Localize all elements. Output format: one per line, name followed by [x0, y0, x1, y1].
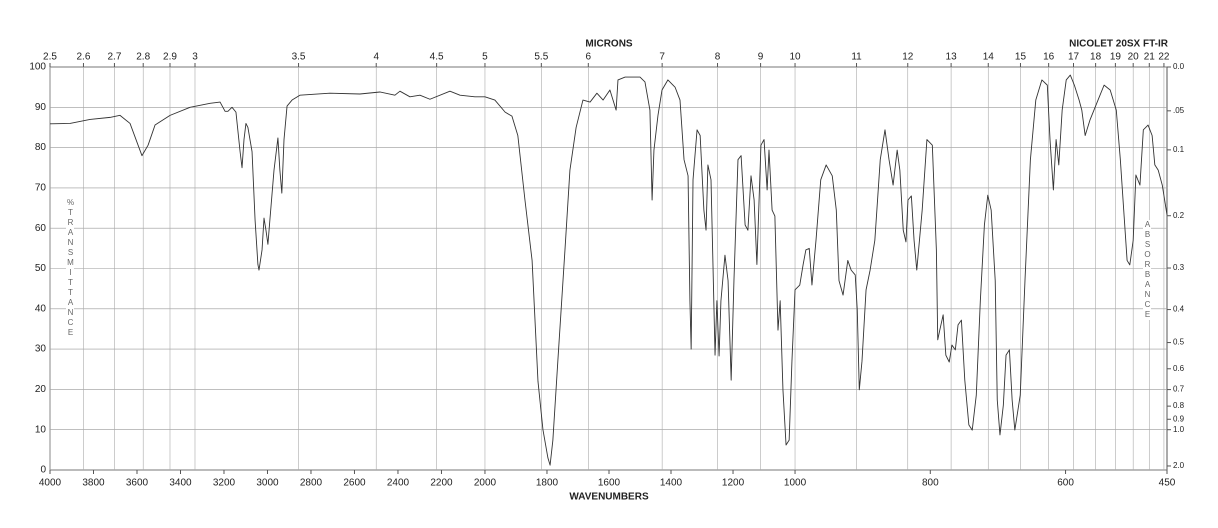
y2-tick-label: 1.0: [1173, 425, 1185, 434]
x2-axis-title: MICRONS: [585, 39, 633, 50]
x2-tick-label: 8: [715, 52, 721, 63]
x2-tick-label: 2.5: [43, 52, 57, 63]
x-tick-label: 800: [922, 478, 939, 489]
y-tick-label: 90: [35, 102, 47, 113]
x-tick-label: 1400: [660, 478, 683, 489]
x2-tick-label: 3: [192, 52, 198, 63]
y2-tick-label: 0.6: [1173, 364, 1185, 373]
x2-tick-label: 20: [1128, 52, 1140, 63]
x-tick-label: 3000: [256, 478, 279, 489]
x2-tick-label: 4: [373, 52, 379, 63]
y-axis-title: %TRANSMITTANCE: [66, 198, 75, 338]
x2-tick-label: 19: [1110, 52, 1122, 63]
x-tick-label: 2600: [343, 478, 366, 489]
x2-tick-label: 2.6: [77, 52, 91, 63]
y-tick-label: 80: [35, 142, 47, 153]
y2-tick-label: 0.3: [1173, 263, 1185, 272]
x2-tick-label: 2.8: [136, 52, 150, 63]
y2-tick-label: 0.8: [1173, 401, 1185, 410]
x2-tick-label: 18: [1090, 52, 1102, 63]
x-tick-label: 3400: [169, 478, 192, 489]
y-tick-label: 100: [29, 62, 46, 73]
y2-tick-label: 0.1: [1173, 145, 1185, 154]
y2-tick-label: 0.7: [1173, 385, 1185, 394]
y2-tick-label: 2.0: [1173, 461, 1185, 470]
x2-tick-label: 11: [851, 52, 862, 63]
x-tick-label: 1800: [536, 478, 559, 489]
x2-tick-label: 2.7: [107, 52, 121, 63]
x2-tick-label: 5: [482, 52, 488, 63]
y-tick-label: 20: [35, 384, 47, 395]
x2-tick-label: 12: [902, 52, 914, 63]
x-tick-label: 3200: [213, 478, 236, 489]
x2-tick-label: 13: [946, 52, 958, 63]
y-tick-label: 70: [35, 183, 47, 194]
chart-title: NICOLET 20SX FT-IR: [1069, 39, 1169, 50]
y-tick-label: 50: [35, 263, 47, 274]
y2-axis-title: ABSORBANCE: [1143, 220, 1152, 320]
x-tick-label: 2400: [387, 478, 410, 489]
x2-tick-label: 22: [1158, 52, 1170, 63]
x-tick-label: 600: [1057, 478, 1074, 489]
x-tick-label: 2000: [474, 478, 497, 489]
x-tick-label: 2800: [300, 478, 323, 489]
spectrum-line: [49, 74, 1168, 466]
x2-tick-label: 9: [758, 52, 764, 63]
x-tick-label: 450: [1159, 478, 1176, 489]
x-tick-label: 2200: [430, 478, 453, 489]
y2-tick-label: 0.0: [1173, 62, 1185, 71]
y2-tick-label: 0.5: [1173, 338, 1185, 347]
x2-tick-label: 7: [659, 52, 665, 63]
x2-tick-label: 4.5: [430, 52, 444, 63]
y-tick-label: 40: [35, 303, 47, 314]
x-tick-label: 3600: [126, 478, 149, 489]
y-tick-label: 10: [35, 424, 47, 435]
x-tick-label: 4000: [39, 478, 62, 489]
y-tick-label: 60: [35, 223, 47, 234]
x2-tick-label: 15: [1015, 52, 1027, 63]
x-tick-label: 1600: [598, 478, 621, 489]
y2-tick-label: 0.9: [1173, 414, 1185, 423]
y2-tick-label: 0.2: [1173, 211, 1185, 220]
x2-tick-label: 14: [983, 52, 995, 63]
x2-tick-label: 17: [1068, 52, 1080, 63]
y2-tick-label: 0.4: [1173, 305, 1185, 314]
x2-tick-label: 16: [1043, 52, 1055, 63]
x2-tick-label: 21: [1144, 52, 1156, 63]
y2-tick-label: .05: [1173, 106, 1185, 115]
x2-tick-label: 3.5: [292, 52, 306, 63]
y-tick-label: 30: [35, 344, 47, 355]
x2-tick-label: 2.9: [163, 52, 177, 63]
x2-tick-label: 5.5: [534, 52, 548, 63]
x2-tick-label: 10: [789, 52, 801, 63]
x-tick-label: 1000: [784, 478, 807, 489]
x2-tick-label: 6: [586, 52, 592, 63]
x-axis-title: WAVENUMBERS: [569, 492, 649, 503]
y-tick-label: 0: [40, 465, 46, 476]
x-tick-label: 3800: [82, 478, 105, 489]
x-tick-label: 1200: [722, 478, 745, 489]
